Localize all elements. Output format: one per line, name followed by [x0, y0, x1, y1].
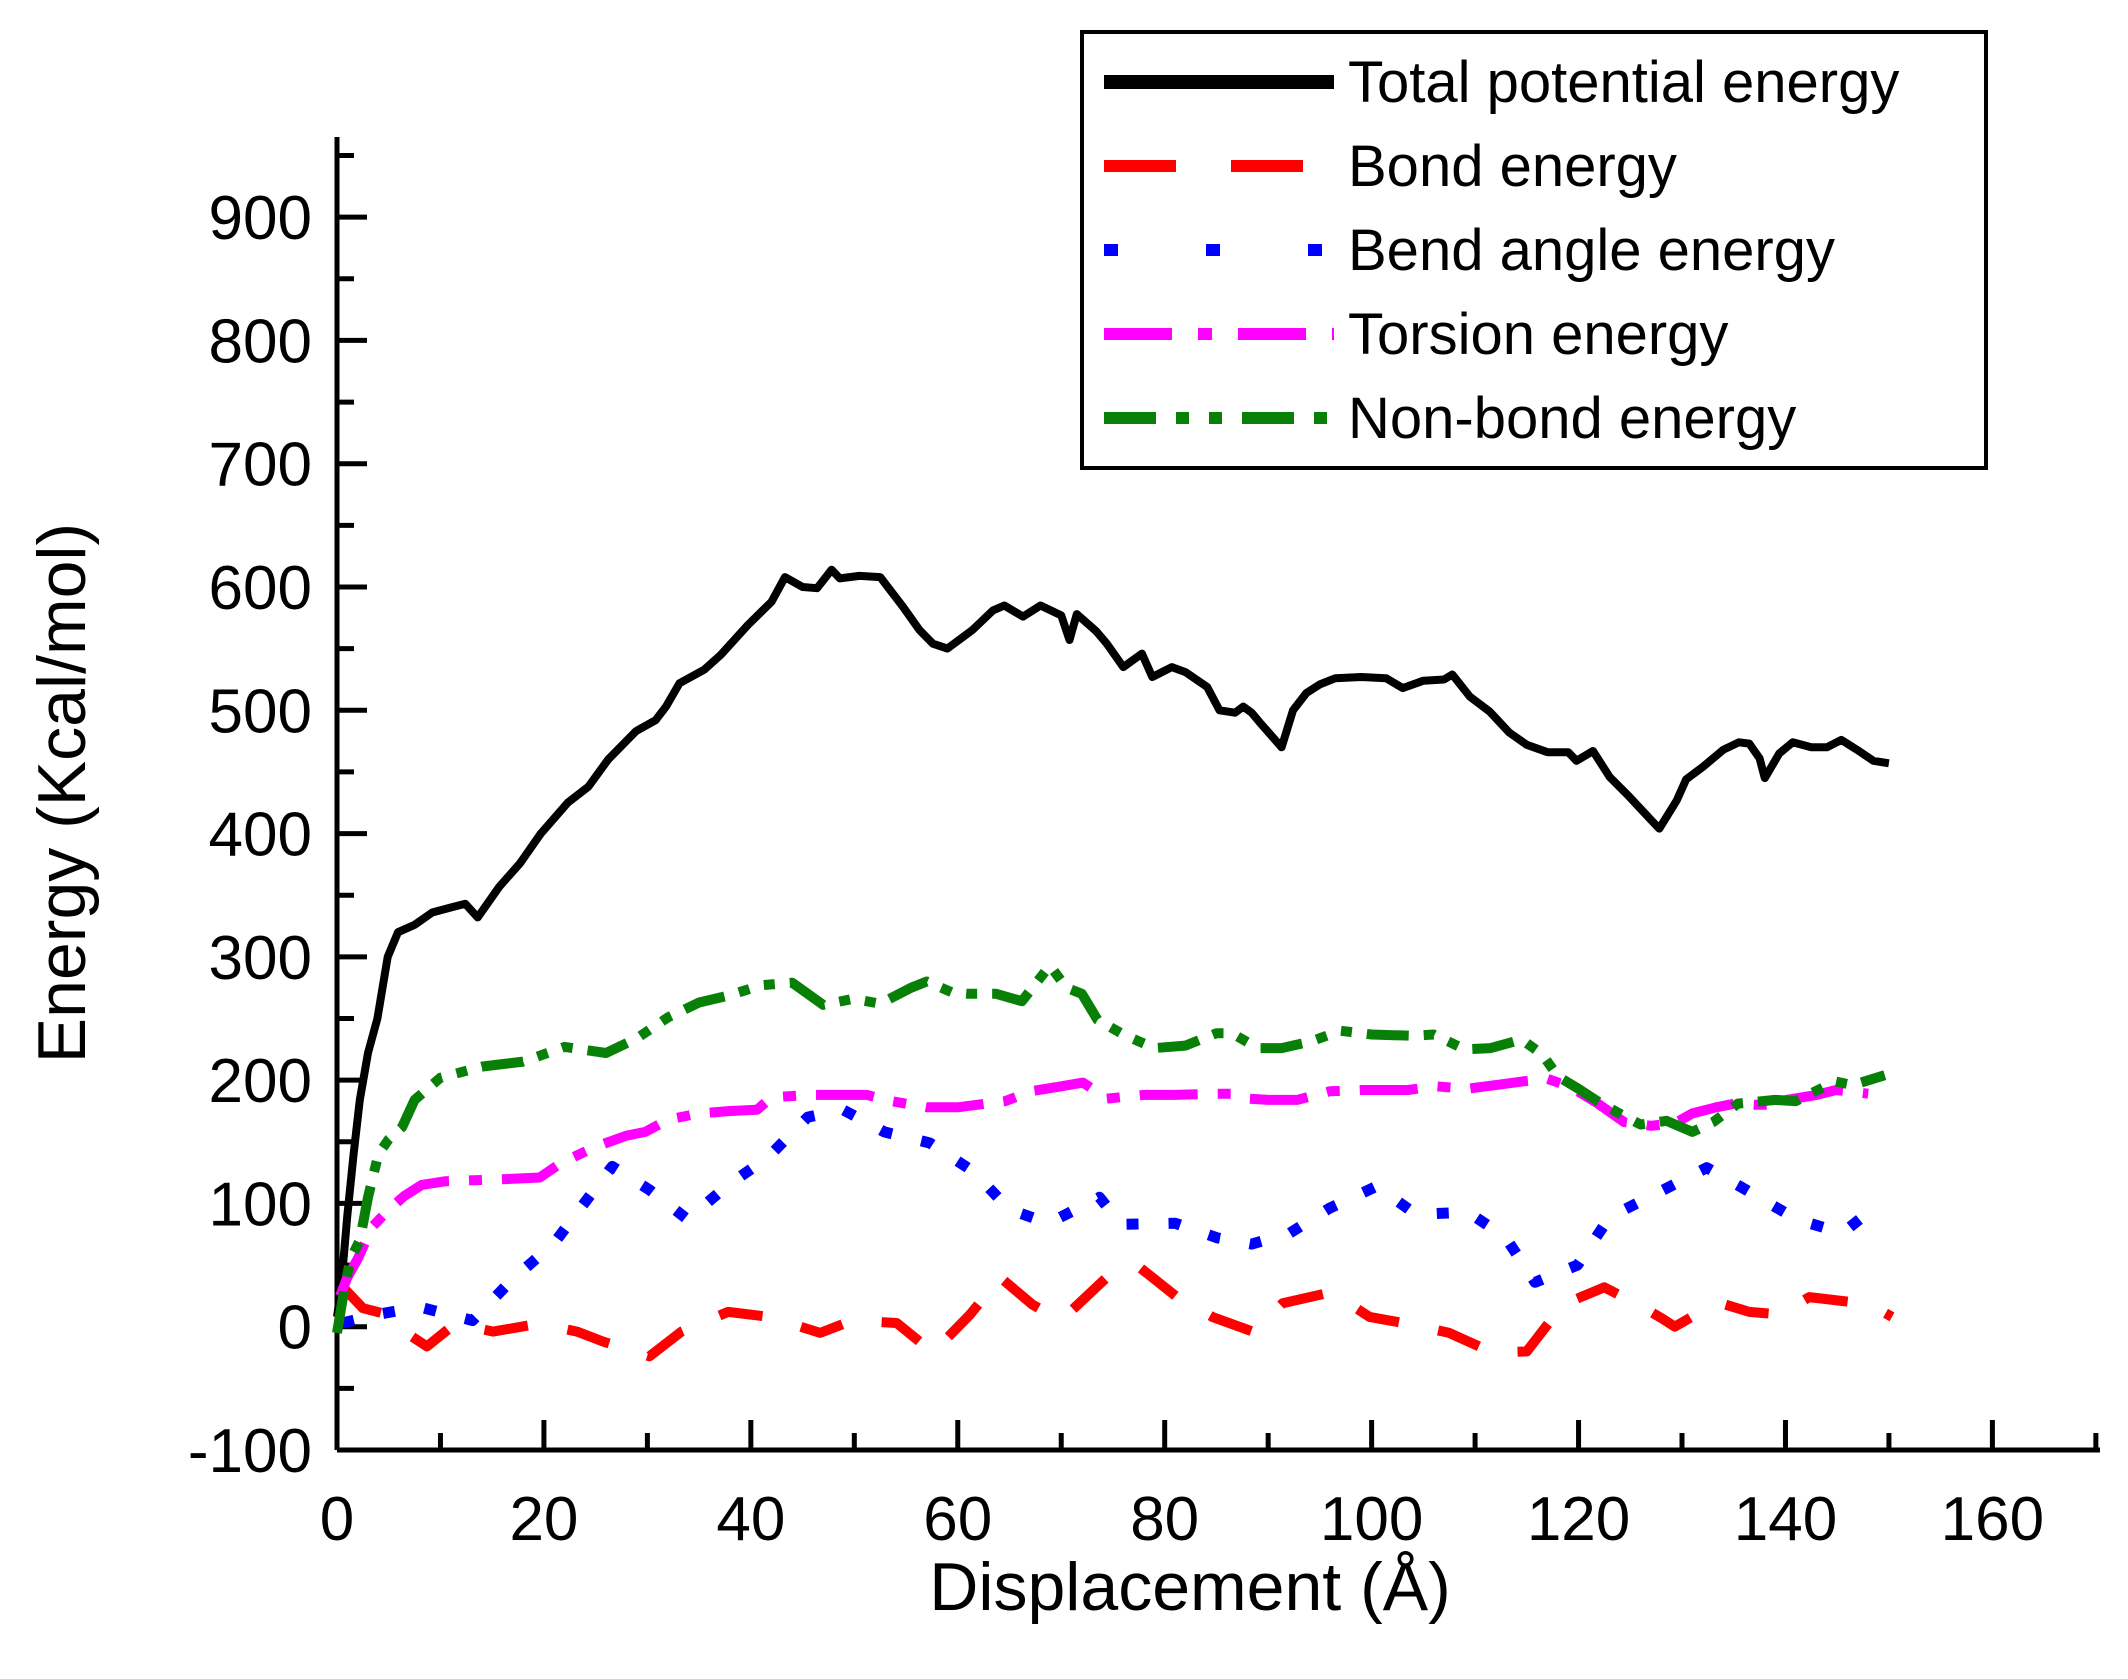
x-tick-label: 80 — [1130, 1485, 1199, 1554]
y-tick-label: 400 — [209, 801, 312, 870]
y-tick-label: 500 — [209, 677, 312, 746]
y-tick-label: 700 — [209, 431, 312, 500]
y-tick-label: 0 — [278, 1294, 312, 1363]
legend-label: Total potential energy — [1348, 49, 1900, 115]
legend-label: Bend angle energy — [1348, 217, 1835, 283]
y-tick-label: 300 — [209, 924, 312, 993]
series-line-total-potential-energy — [333, 565, 1890, 1318]
legend-line-sample-solid — [1104, 75, 1334, 89]
y-tick-label: 100 — [209, 1170, 312, 1239]
y-tick-label: 800 — [209, 307, 312, 376]
legend-label: Torsion energy — [1348, 301, 1729, 367]
legend-item-bond-energy: Bond energy — [1104, 126, 1984, 206]
y-axis-title: Energy (Kcal/mol) — [24, 522, 100, 1064]
series-line-bond-energy — [341, 1260, 1895, 1362]
y-tick-label: -100 — [188, 1417, 312, 1486]
x-tick-label: 0 — [320, 1485, 354, 1554]
series-line-torsion-energy — [335, 1073, 1869, 1298]
series-line-bend-angle-energy — [340, 1104, 1887, 1329]
x-tick-label: 160 — [1941, 1485, 2044, 1554]
x-tick-label: 20 — [509, 1485, 578, 1554]
legend-item-total-potential-energy: Total potential energy — [1104, 42, 1984, 122]
legend-line-sample-dash-dot-dot — [1104, 412, 1334, 424]
legend-label: Non-bond energy — [1348, 385, 1797, 451]
legend-line-sample-dotted — [1104, 244, 1334, 256]
x-axis-title: Displacement (Å) — [929, 1549, 1451, 1625]
legend-line-sample-dash-dot — [1104, 328, 1334, 340]
x-tick-label: 100 — [1320, 1485, 1423, 1554]
series-line-non-bond-energy — [332, 960, 1887, 1334]
y-tick-label: 600 — [209, 554, 312, 623]
x-tick-label: 60 — [923, 1485, 992, 1554]
y-tick-label: 900 — [209, 184, 312, 253]
legend-line-sample-dashed — [1104, 160, 1334, 172]
legend-item-bend-angle-energy: Bend angle energy — [1104, 210, 1984, 290]
legend-item-non-bond-energy: Non-bond energy — [1104, 378, 1984, 458]
legend-label: Bond energy — [1348, 133, 1677, 199]
legend: Total potential energy Bond energy Bend … — [1080, 30, 1988, 470]
y-tick-label: 200 — [209, 1047, 312, 1116]
x-tick-label: 40 — [716, 1485, 785, 1554]
x-tick-label: 140 — [1734, 1485, 1837, 1554]
x-tick-label: 120 — [1527, 1485, 1630, 1554]
legend-item-torsion-energy: Torsion energy — [1104, 294, 1984, 374]
